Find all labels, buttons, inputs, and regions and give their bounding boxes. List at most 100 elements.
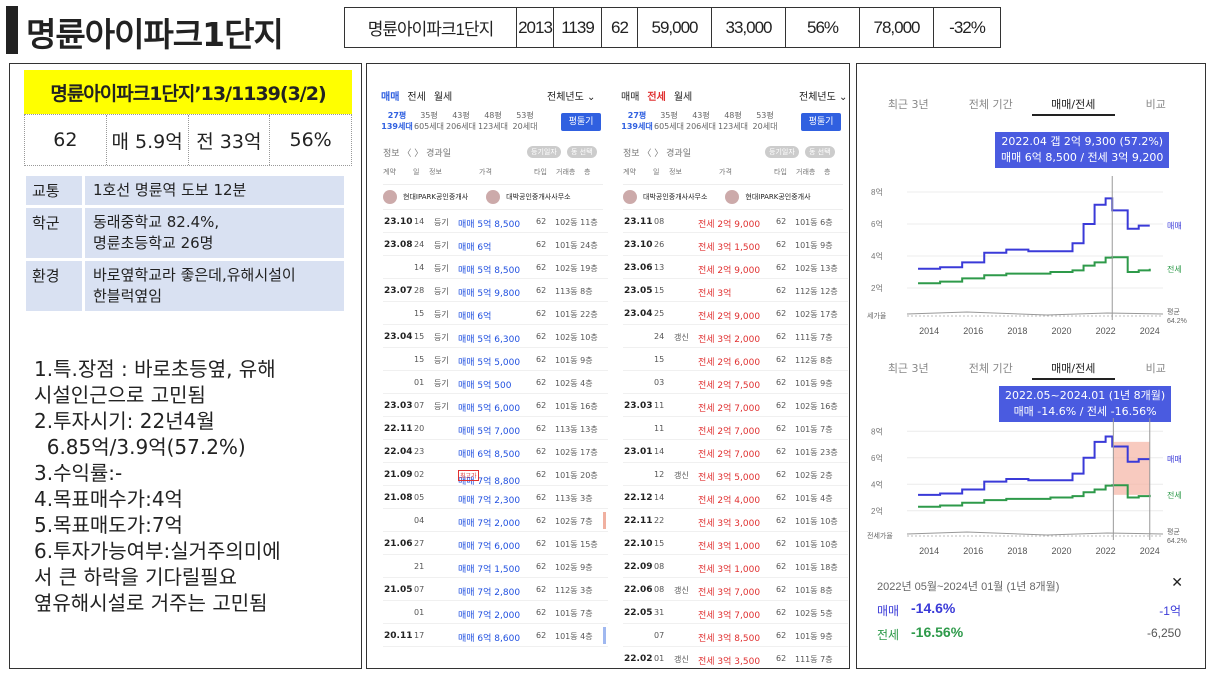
transaction-row[interactable]: 22.05 31 전세 3억 7,000 62 102동 5층	[623, 601, 848, 624]
tab-sale-jeonse[interactable]: 매매/전세	[1032, 358, 1115, 380]
deal-tabs-b: 매매 전세 월세	[621, 88, 692, 103]
badge-building-select[interactable]: 동 선택	[567, 146, 597, 158]
transaction-row[interactable]: 14 등기 매매 5억 8,500 62 102동 19층	[383, 256, 608, 279]
deal-info: 등기	[434, 379, 449, 388]
transaction-row[interactable]: 23.08 24 등기 매매 6억 62 101동 24층	[383, 233, 608, 256]
tab-sale-jeonse[interactable]: 매매/전세	[1032, 94, 1115, 116]
tab-compare[interactable]: 비교	[1145, 98, 1166, 111]
broker-row-b: 대박공인중개사사무소 현대IPARK공인중개사	[623, 184, 843, 210]
transaction-row[interactable]: 23.07 28 등기 매매 5억 9,800 62 113동 8층	[383, 279, 608, 302]
deal-price: 매매 6억 8,500	[458, 450, 521, 460]
broker-name[interactable]: 대박공인중개사사무소	[506, 193, 571, 201]
transaction-row[interactable]: 15 전세 2억 6,000 62 112동 8층	[623, 348, 848, 371]
close-icon[interactable]: ✕	[1171, 574, 1183, 590]
info-value-line: 명륜초등학교 26명	[93, 234, 214, 252]
transaction-row[interactable]: 23.11 08 전세 2억 9,000 62 101동 6층	[623, 210, 848, 233]
transaction-row[interactable]: 20.11 17 매매 6억 8,600 62 101동 4층	[383, 624, 608, 647]
size-tab[interactable]: 27평 139세대	[621, 110, 653, 136]
contract-day: 15	[414, 332, 425, 341]
tab-jeonse[interactable]: 전세	[647, 92, 666, 103]
col-day: 일	[653, 168, 660, 176]
tab-monthly[interactable]: 월세	[673, 92, 693, 103]
size-tab[interactable]: 43평 206세대	[445, 110, 477, 136]
size-tab[interactable]: 35평 605세대	[653, 110, 685, 136]
transaction-row[interactable]: 22.02 01 갱신 전세 3억 3,500 62 111동 7층	[623, 647, 848, 668]
transaction-row[interactable]: 04 매매 7억 2,000 62 102동 7층	[383, 509, 608, 532]
size-tab[interactable]: 43평 206세대	[685, 110, 717, 136]
contract-month: 23.05	[624, 286, 653, 296]
size-tab[interactable]: 35평 605세대	[413, 110, 445, 136]
tab-all-period[interactable]: 전체 기간	[968, 362, 1013, 375]
size-tab[interactable]: 53평 20세대	[509, 110, 541, 136]
note-line: 6.투자가능여부:실거주의미에	[34, 539, 281, 563]
transaction-row[interactable]: 15 등기 매매 5억 5,000 62 101동 9층	[383, 348, 608, 371]
deal-price: 전세 3억 8,500	[698, 634, 761, 644]
year-select[interactable]: 전체년도 ⌄	[799, 92, 848, 103]
transaction-row[interactable]: 23.01 14 전세 2억 7,000 62 101동 23층	[623, 440, 848, 463]
series-end-label: 매매	[1167, 455, 1182, 464]
tab-all-period[interactable]: 전체 기간	[968, 98, 1013, 111]
info-value-line: 바로옆학교라 좋은데,유해시설이	[93, 266, 296, 284]
transaction-row[interactable]: 07 전세 3억 8,500 62 101동 9층	[623, 624, 848, 647]
col-info: 정보	[429, 168, 442, 176]
size-tab[interactable]: 27평 139세대	[381, 110, 413, 136]
transaction-row[interactable]: 03 전세 2억 7,500 62 101동 9층	[623, 371, 848, 394]
year-select[interactable]: 전체년도 ⌄	[547, 92, 596, 103]
building-floor: 101동 4층	[555, 632, 593, 641]
badge-building-select[interactable]: 동 선택	[805, 146, 835, 158]
badge-registration-date[interactable]: 등기일자	[765, 146, 799, 158]
size-tab[interactable]: 48평 123세대	[717, 110, 749, 136]
compare-button[interactable]: 평둘기	[801, 113, 841, 131]
transaction-row[interactable]: 21.09 02 매매 7억 8,800 62 101동 20층 최고가	[383, 463, 608, 487]
transaction-row[interactable]: 21.05 07 매매 7억 2,800 62 112동 3층	[383, 578, 608, 601]
transaction-row[interactable]: 12 갱신 전세 3억 5,000 62 102동 2층	[623, 463, 848, 486]
transaction-row[interactable]: 22.11 20 매매 5억 7,000 62 113동 13층	[383, 417, 608, 440]
transaction-row[interactable]: 22.06 08 갱신 전세 3억 7,000 62 101동 8층	[623, 578, 848, 601]
transaction-row[interactable]: 22.12 14 전세 2억 4,000 62 101동 4층	[623, 486, 848, 509]
transaction-row[interactable]: 23.05 15 전세 3억 62 112동 12층	[623, 279, 848, 302]
transaction-row[interactable]: 23.04 15 등기 매매 5억 6,300 62 102동 10층	[383, 325, 608, 348]
tab-jeonse[interactable]: 전세	[407, 92, 426, 103]
tab-recent-3y[interactable]: 최근 3년	[887, 98, 929, 111]
transaction-row[interactable]: 22.09 08 전세 3억 1,000 62 101동 18층	[623, 555, 848, 578]
transaction-row[interactable]: 21.08 05 매매 7억 2,300 62 113동 3층	[383, 486, 608, 509]
transaction-row[interactable]: 11 전세 2억 7,000 62 101동 7층	[623, 417, 848, 440]
transaction-row[interactable]: 22.04 23 매매 6억 8,500 62 102동 17층	[383, 440, 608, 463]
tab-sale[interactable]: 매매	[381, 92, 400, 103]
transaction-row[interactable]: 22.10 15 전세 3억 1,000 62 101동 10층	[623, 532, 848, 555]
badge-registration-date[interactable]: 등기일자	[527, 146, 561, 158]
tab-sale[interactable]: 매매	[621, 92, 640, 103]
compare-button[interactable]: 평둘기	[561, 113, 601, 131]
transaction-row[interactable]: 24 갱신 전세 3억 2,000 62 111동 7층	[623, 325, 848, 348]
col-contract: 계약	[383, 168, 396, 176]
broker-name[interactable]: 현대IPARK공인중개사	[403, 193, 469, 201]
tab-compare[interactable]: 비교	[1145, 362, 1166, 375]
transaction-row[interactable]: 23.04 25 전세 2억 9,000 62 102동 17층	[623, 302, 848, 325]
transaction-row[interactable]: 22.11 22 전세 3억 3,000 62 101동 10층	[623, 509, 848, 532]
broker-name[interactable]: 대박공인중개사사무소	[643, 193, 708, 201]
building-floor: 102동 9층	[555, 563, 593, 572]
transaction-row[interactable]: 23.03 11 전세 2억 7,000 62 102동 16층	[623, 394, 848, 417]
transaction-row[interactable]: 23.06 13 전세 2억 9,000 62 102동 13층	[623, 256, 848, 279]
size-tab[interactable]: 48평 123세대	[477, 110, 509, 136]
size-tab[interactable]: 53평 20세대	[749, 110, 781, 136]
contract-month: 22.04	[384, 447, 413, 457]
transaction-row[interactable]: 15 등기 매매 6억 62 101동 22층	[383, 302, 608, 325]
transaction-row[interactable]: 21.06 27 매매 7억 6,000 62 101동 15층	[383, 532, 608, 555]
deal-price: 매매 7억 1,500	[458, 565, 521, 575]
transaction-row[interactable]: 01 등기 매매 5억 500 62 102동 4층	[383, 371, 608, 394]
transaction-row[interactable]: 23.03 07 등기 매매 5억 6,000 62 101동 16층	[383, 394, 608, 417]
contract-day: 15	[654, 539, 665, 548]
transaction-row[interactable]: 21 매매 7억 1,500 62 102동 9층	[383, 555, 608, 578]
transaction-row[interactable]: 23.10 26 전세 3억 1,500 62 101동 9층	[623, 233, 848, 256]
contract-day: 15	[654, 286, 665, 295]
transaction-row[interactable]: 23.10 14 등기 매매 5억 8,500 62 102동 11층	[383, 210, 608, 233]
unit-type: 62	[536, 447, 547, 456]
transaction-row[interactable]: 01 매매 7억 2,000 62 101동 7층	[383, 601, 608, 624]
deal-price: 매매 5억 5,000	[458, 358, 521, 368]
contract-month: 23.11	[624, 217, 653, 227]
tab-monthly[interactable]: 월세	[433, 92, 453, 103]
broker-name[interactable]: 현대IPARK공인중개사	[745, 193, 811, 201]
tab-recent-3y[interactable]: 최근 3년	[887, 362, 929, 375]
unit-type: 62	[776, 493, 787, 502]
